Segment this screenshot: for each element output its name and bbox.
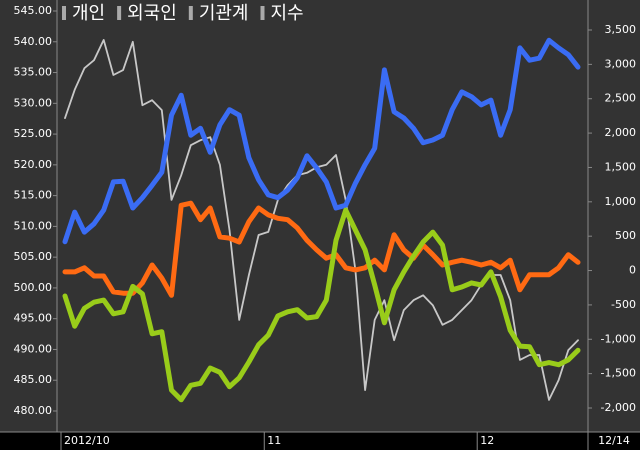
legend-label: 기관계: [199, 3, 249, 24]
y2-tick-label: 500: [615, 229, 636, 242]
y2-tick-label: 3,000: [605, 57, 637, 70]
y-tick-label: 510.00: [14, 219, 53, 232]
y-tick-label: 530.00: [14, 96, 53, 109]
x-axis-band: [0, 432, 640, 450]
plot: [62, 37, 581, 403]
y-tick-label: 480.00: [14, 404, 53, 417]
legend-marker: [260, 6, 265, 20]
x-tick-label: 2012/10: [64, 434, 110, 447]
legend-marker: [117, 6, 122, 20]
y-tick-label: 495.00: [14, 312, 53, 325]
background: [0, 0, 640, 432]
legend-marker: [62, 6, 66, 20]
y2-tick-label: 1,500: [605, 160, 637, 173]
x-tick-label: 12/14: [598, 434, 630, 447]
legend: 개인 외국인 기관계 지수: [62, 3, 304, 24]
y-tick-label: 485.00: [14, 373, 53, 386]
y2-tick-label: -1,000: [601, 332, 636, 345]
y2-tick-label: 2,000: [605, 126, 637, 139]
legend-label: 개인: [72, 3, 105, 24]
y-tick-label: 500.00: [14, 281, 53, 294]
y-tick-label: 490.00: [14, 342, 53, 355]
legend-label: 지수: [271, 3, 304, 24]
y-tick-label: 540.00: [14, 35, 53, 48]
y2-tick-label: 3,500: [605, 23, 637, 36]
y-tick-label: 545.00: [14, 4, 53, 17]
y-tick-label: 520.00: [14, 158, 53, 171]
y-tick-label: 515.00: [14, 189, 53, 202]
y2-tick-label: -1,500: [601, 367, 636, 380]
x-tick-label: 12: [480, 434, 494, 447]
legend-label: 외국인: [127, 3, 177, 24]
y-tick-label: 525.00: [14, 127, 53, 140]
y-tick-label: 535.00: [14, 66, 53, 79]
legend-marker: [188, 6, 193, 20]
y-tick-label: 505.00: [14, 250, 53, 263]
y2-tick-label: 2,500: [605, 92, 637, 105]
y2-tick-label: 1,000: [605, 195, 637, 208]
series-line: [62, 37, 581, 245]
y2-tick-label: -2,000: [601, 401, 636, 414]
y2-tick-label: 0: [629, 264, 636, 277]
y2-tick-label: -500: [611, 298, 636, 311]
x-tick-label: 11: [267, 434, 281, 447]
series-line: [62, 200, 581, 298]
series-line: [62, 207, 581, 403]
